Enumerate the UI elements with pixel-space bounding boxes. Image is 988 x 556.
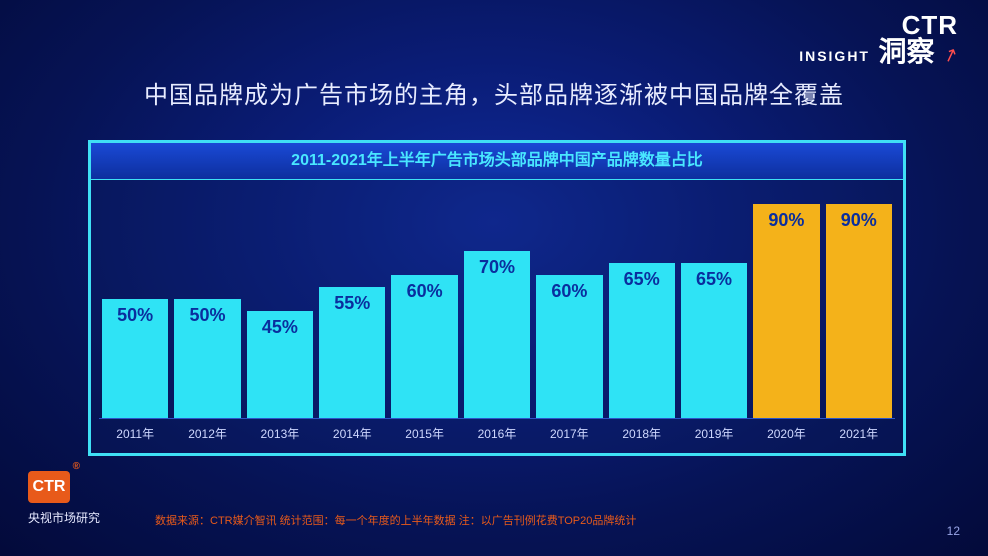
x-tick: 2017年 (533, 419, 605, 449)
logo-top-right: CTR INSIGHT 洞察 ↗ (799, 12, 958, 66)
x-tick: 2018年 (606, 419, 678, 449)
bar-value-label: 65% (681, 269, 747, 290)
bar-value-label: 55% (319, 293, 385, 314)
bar-slot: 50% (99, 180, 171, 418)
bar: 65% (609, 263, 675, 418)
bar: 45% (247, 311, 313, 418)
bar-value-label: 90% (753, 210, 819, 231)
bar-slot: 60% (533, 180, 605, 418)
ctr-badge: CTR ® (28, 471, 70, 503)
bar: 60% (536, 275, 602, 418)
x-tick: 2021年 (823, 419, 895, 449)
x-tick: 2015年 (388, 419, 460, 449)
x-tick: 2019年 (678, 419, 750, 449)
bar-slot: 65% (678, 180, 750, 418)
chart-header: 2011-2021年上半年广告市场头部品牌中国产品牌数量占比 (91, 143, 903, 180)
bar: 50% (102, 299, 168, 418)
x-tick: 2012年 (171, 419, 243, 449)
bar-slot: 65% (606, 180, 678, 418)
footer-logo: CTR ® 央视市场研究 (28, 471, 100, 526)
x-tick: 2011年 (99, 419, 171, 449)
bar-slot: 70% (461, 180, 533, 418)
bar: 65% (681, 263, 747, 418)
bar: 90% (826, 204, 892, 418)
bar-value-label: 70% (464, 257, 530, 278)
bar-slot: 55% (316, 180, 388, 418)
arrow-up-icon: ↗ (940, 44, 960, 66)
data-source: 数据来源：CTR媒介智讯 统计范围：每一个年度的上半年数据 注：以广告刊例花费T… (155, 512, 636, 528)
x-tick: 2013年 (244, 419, 316, 449)
ctr-badge-text: CTR (33, 478, 66, 496)
x-tick: 2016年 (461, 419, 533, 449)
x-tick: 2014年 (316, 419, 388, 449)
bar-value-label: 90% (826, 210, 892, 231)
chart-body: 50% 50% 45% 55% 60% 70% 60% 65% 65% 90% 90% (99, 180, 895, 418)
bar: 70% (464, 251, 530, 418)
bar-value-label: 50% (102, 305, 168, 326)
bar-chart: 2011-2021年上半年广告市场头部品牌中国产品牌数量占比 50% 50% 45%… (88, 140, 906, 456)
slide: { "logo_top": {"ctr":"CTR","insight":"IN… (0, 0, 988, 556)
bar: 90% (753, 204, 819, 418)
logo-insight: INSIGHT (799, 49, 870, 63)
bar: 60% (391, 275, 457, 418)
bar-slot: 50% (171, 180, 243, 418)
x-tick: 2020年 (750, 419, 822, 449)
bar-value-label: 60% (391, 281, 457, 302)
bar: 50% (174, 299, 240, 418)
bar-value-label: 65% (609, 269, 675, 290)
footer-logo-text: 央视市场研究 (28, 509, 100, 526)
x-axis: 2011年2012年2013年2014年2015年2016年2017年2018年… (99, 418, 895, 449)
slide-title: 中国品牌成为广告市场的主角，头部品牌逐渐被中国品牌全覆盖 (0, 75, 988, 110)
bar-value-label: 45% (247, 317, 313, 338)
page-number: 12 (947, 524, 960, 538)
bar-slot: 90% (750, 180, 822, 418)
bar-value-label: 50% (174, 305, 240, 326)
bar: 55% (319, 287, 385, 418)
bar-slot: 60% (388, 180, 460, 418)
bar-value-label: 60% (536, 281, 602, 302)
registered-icon: ® (73, 461, 80, 472)
bar-slot: 90% (823, 180, 895, 418)
bar-slot: 45% (244, 180, 316, 418)
logo-cn: 洞察 (878, 38, 934, 66)
